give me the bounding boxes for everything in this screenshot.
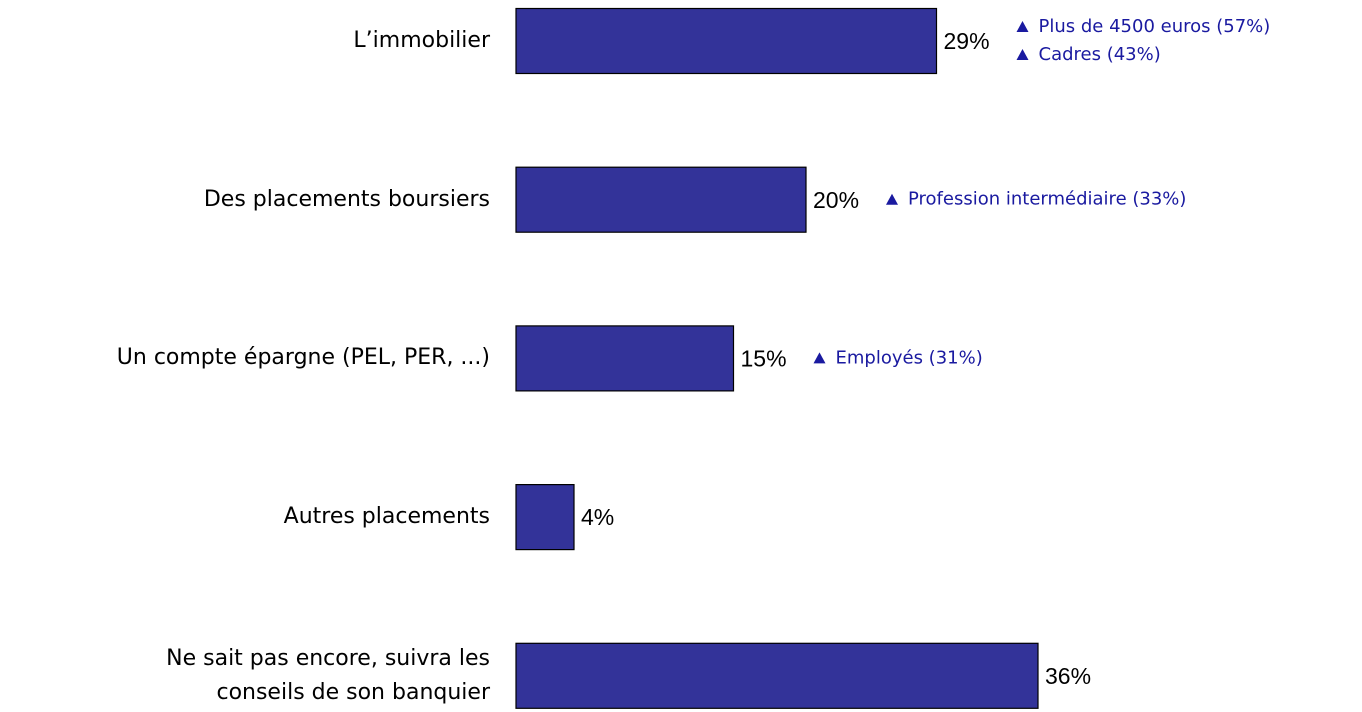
bar: [515, 325, 735, 392]
category-label: Ne sait pas encore, suivra les conseils …: [166, 645, 490, 705]
category-label: Un compte épargne (PEL, PER, ...): [116, 345, 490, 371]
value-label: 20%: [813, 187, 859, 213]
annotation: Cadres (43%): [1039, 44, 1161, 65]
triangle-icon: [1016, 49, 1029, 60]
bar: [515, 7, 938, 75]
category-label: Autres placements: [283, 504, 490, 530]
annotation: Profession intermédiaire (33%): [908, 189, 1186, 210]
triangle-icon: [886, 193, 898, 205]
triangle-icon: [1016, 21, 1029, 32]
bar: [515, 642, 1039, 709]
bar: [515, 166, 807, 233]
category-label: L’immobilier: [353, 28, 490, 53]
annotation: Plus de 4500 euros (57%): [1039, 16, 1271, 37]
category-label: Des placements boursiers: [203, 186, 490, 212]
bar: [515, 484, 575, 551]
value-label: 29%: [944, 28, 990, 54]
annotation: Employés (31%): [836, 347, 983, 368]
value-label: 36%: [1045, 663, 1091, 689]
value-label: 4%: [581, 504, 614, 530]
triangle-icon: [813, 352, 826, 364]
value-label: 15%: [741, 345, 787, 371]
